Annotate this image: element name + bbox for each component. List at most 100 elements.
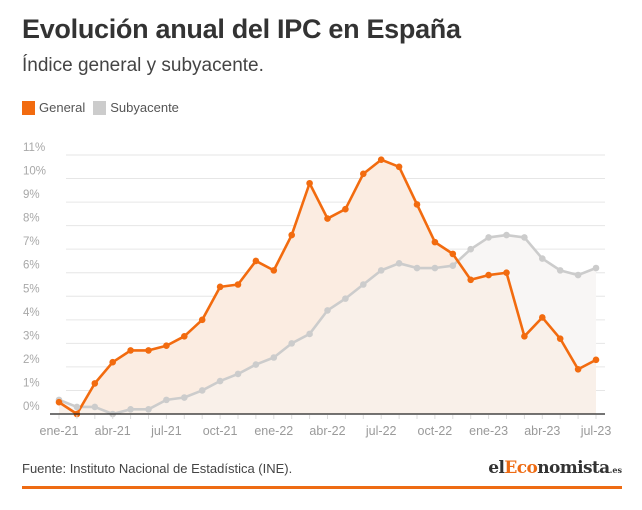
y-tick-label: 10% bbox=[23, 166, 46, 178]
point-subyacente[interactable] bbox=[127, 405, 134, 413]
point-subyacente[interactable] bbox=[377, 267, 385, 274]
x-tick-label: ene-23 bbox=[469, 424, 508, 438]
point-subyacente[interactable] bbox=[521, 234, 528, 241]
point-subyacente[interactable] bbox=[306, 330, 313, 338]
point-general[interactable] bbox=[503, 269, 510, 277]
point-subyacente[interactable] bbox=[288, 340, 296, 347]
point-general[interactable] bbox=[485, 271, 492, 279]
chart-title: Evolución anual del IPC en España bbox=[22, 14, 461, 44]
y-axis-labels: 0% 1% 2% 3% 4% 5% 6% 7% 8% 9% 10% 11% bbox=[23, 142, 46, 413]
point-subyacente[interactable] bbox=[449, 262, 457, 269]
point-general[interactable] bbox=[252, 257, 260, 265]
point-subyacente[interactable] bbox=[324, 307, 331, 314]
point-subyacente[interactable] bbox=[163, 396, 170, 404]
point-subyacente[interactable] bbox=[574, 271, 582, 279]
point-subyacente[interactable] bbox=[145, 405, 152, 413]
eleconomista-logo[interactable]: elEconomista.es bbox=[488, 458, 622, 478]
point-subyacente[interactable] bbox=[342, 295, 349, 302]
legend: General Subyacente bbox=[22, 100, 187, 115]
point-general[interactable] bbox=[431, 238, 439, 246]
point-general[interactable] bbox=[521, 333, 528, 340]
point-subyacente[interactable] bbox=[556, 267, 564, 274]
series-areas bbox=[59, 159, 596, 414]
point-subyacente[interactable] bbox=[485, 234, 492, 241]
point-subyacente[interactable] bbox=[503, 231, 510, 239]
y-tick-label: 9% bbox=[23, 189, 40, 201]
x-tick-label: oct-21 bbox=[203, 424, 238, 438]
y-tick-label: 5% bbox=[23, 283, 40, 295]
chart-subtitle: Índice general y subyacente. bbox=[22, 55, 264, 76]
logo-es: .es bbox=[609, 465, 622, 475]
point-subyacente[interactable] bbox=[216, 377, 224, 385]
point-general[interactable] bbox=[539, 314, 546, 321]
point-general[interactable] bbox=[324, 215, 331, 222]
point-subyacente[interactable] bbox=[395, 260, 403, 267]
point-general[interactable] bbox=[234, 281, 242, 288]
legend-item-subyacente[interactable]: Subyacente bbox=[93, 100, 179, 115]
point-subyacente[interactable] bbox=[431, 264, 439, 272]
point-subyacente[interactable] bbox=[270, 354, 278, 361]
x-tick-label: oct-22 bbox=[418, 424, 453, 438]
y-tick-label: 3% bbox=[23, 330, 40, 342]
point-subyacente[interactable] bbox=[539, 255, 546, 262]
legend-label-general: General bbox=[39, 100, 86, 115]
point-general[interactable] bbox=[216, 283, 224, 291]
point-general[interactable] bbox=[91, 380, 99, 387]
area-general-overlay bbox=[59, 159, 596, 414]
logo-nomista: nomista bbox=[537, 458, 610, 478]
point-general[interactable] bbox=[449, 250, 457, 258]
line-chart: 0% 1% 2% 3% 4% 5% 6% 7% 8% 9% 10% 11% ene-21 abr-21 j… bbox=[23, 142, 611, 438]
point-general[interactable] bbox=[127, 347, 134, 354]
point-general[interactable] bbox=[574, 365, 582, 373]
y-tick-label: 11% bbox=[23, 142, 45, 154]
point-subyacente[interactable] bbox=[360, 281, 367, 288]
point-general[interactable] bbox=[342, 205, 349, 213]
point-general[interactable] bbox=[270, 267, 278, 274]
y-tick-label: 6% bbox=[23, 260, 40, 272]
y-tick-label: 2% bbox=[23, 354, 40, 366]
point-subyacente[interactable] bbox=[73, 403, 81, 411]
point-general[interactable] bbox=[145, 347, 152, 354]
point-general[interactable] bbox=[109, 358, 116, 366]
x-axis bbox=[50, 413, 605, 419]
point-general[interactable] bbox=[395, 163, 403, 171]
legend-swatch-subyacente bbox=[93, 100, 107, 115]
logo-eco: Eco bbox=[504, 458, 538, 478]
x-tick-label: ene-21 bbox=[40, 424, 79, 438]
point-general[interactable] bbox=[306, 179, 313, 187]
point-general[interactable] bbox=[55, 398, 63, 406]
point-general[interactable] bbox=[592, 356, 600, 364]
point-subyacente[interactable] bbox=[181, 394, 188, 401]
legend-item-general[interactable]: General bbox=[22, 100, 85, 115]
y-tick-label: 1% bbox=[23, 377, 40, 389]
y-tick-label: 4% bbox=[23, 307, 40, 319]
point-general[interactable] bbox=[556, 335, 564, 342]
point-general[interactable] bbox=[360, 170, 367, 178]
x-tick-label: abr-21 bbox=[95, 424, 131, 438]
point-general[interactable] bbox=[377, 156, 385, 164]
point-general[interactable] bbox=[198, 316, 206, 324]
point-general[interactable] bbox=[467, 276, 475, 284]
point-subyacente[interactable] bbox=[592, 264, 600, 272]
footer-divider bbox=[22, 486, 622, 489]
point-subyacente[interactable] bbox=[467, 245, 475, 253]
legend-swatch-general bbox=[22, 100, 35, 115]
x-tick-label: jul-22 bbox=[365, 424, 397, 438]
point-general[interactable] bbox=[288, 231, 296, 239]
point-subyacente[interactable] bbox=[252, 361, 260, 368]
series-points bbox=[55, 156, 600, 418]
x-tick-label: ene-22 bbox=[254, 424, 293, 438]
point-subyacente[interactable] bbox=[198, 387, 206, 394]
x-tick-label: jul-21 bbox=[150, 424, 182, 438]
x-tick-label: abr-23 bbox=[524, 424, 560, 438]
x-tick-label: abr-22 bbox=[309, 424, 345, 438]
y-tick-label: 0% bbox=[23, 401, 40, 413]
point-general[interactable] bbox=[181, 333, 188, 340]
logo-el: el bbox=[488, 458, 505, 478]
point-subyacente[interactable] bbox=[413, 264, 421, 272]
point-general[interactable] bbox=[163, 342, 170, 350]
point-subyacente[interactable] bbox=[234, 370, 242, 378]
point-general[interactable] bbox=[413, 201, 421, 208]
area-subyacente bbox=[59, 235, 596, 414]
point-subyacente[interactable] bbox=[91, 403, 99, 411]
